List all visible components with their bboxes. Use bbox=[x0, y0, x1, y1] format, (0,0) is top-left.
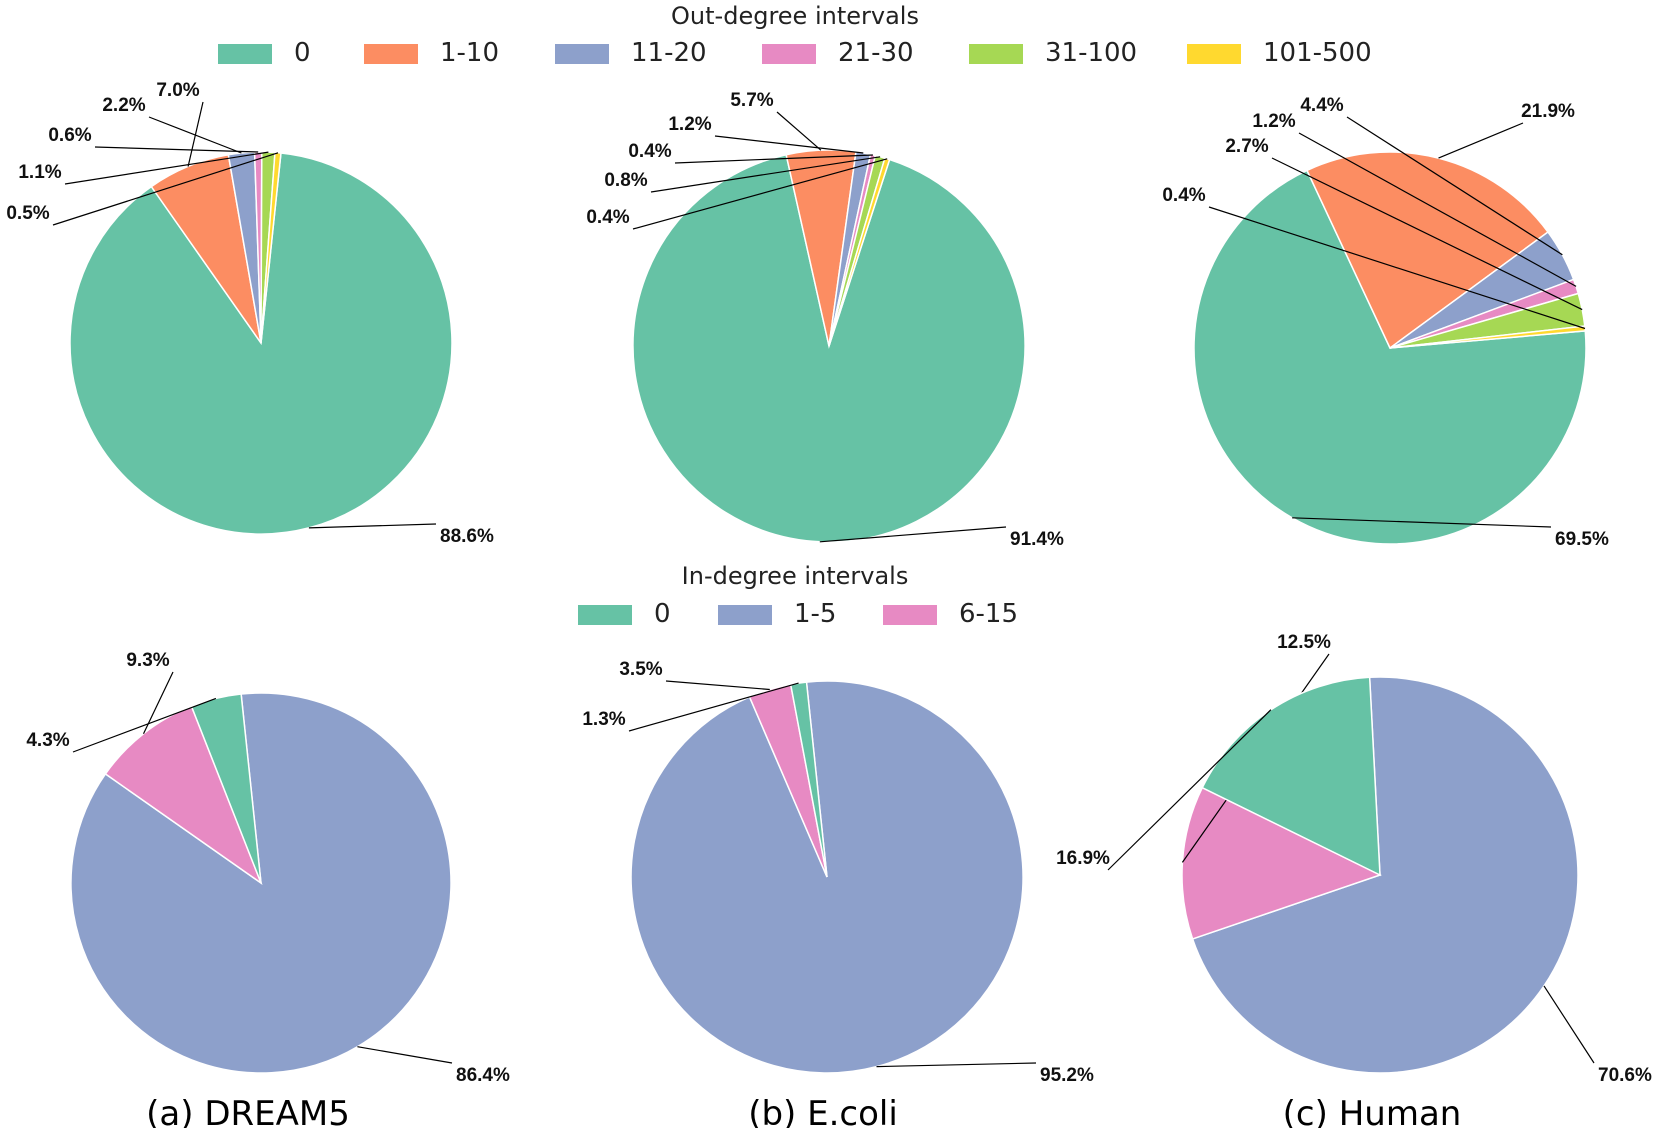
in_degree-label-human-1-5: 70.6% bbox=[1598, 1065, 1652, 1086]
legend-label-1-5: 1-5 bbox=[794, 599, 836, 629]
out_degree-pie-e-coli: 91.4% 5.7% 1.2% 0.4% 0.8% 0.4% bbox=[586, 90, 1064, 550]
out_degree-label-dream5-101-500: 0.5% bbox=[6, 203, 49, 224]
in_degree-leader-e-coli-6-15 bbox=[665, 680, 770, 691]
out_degree-leader-dream5-31-100 bbox=[64, 151, 269, 185]
legend-swatch-21-30 bbox=[762, 44, 816, 64]
in_degree-label-human-0: 16.9% bbox=[1056, 848, 1110, 869]
in_degree-label-e-coli-6-15: 3.5% bbox=[619, 659, 662, 680]
panel-captions: (a) DREAM5 (b) E.coli (c) Human bbox=[146, 1094, 1461, 1128]
out_degree-leader-human-31-100 bbox=[1271, 157, 1583, 311]
out_degree-label-human-11-20: 4.4% bbox=[1300, 95, 1343, 116]
out_degree-label-e-coli-1-10: 5.7% bbox=[730, 90, 773, 111]
out_degree-leader-dream5-11-20 bbox=[148, 116, 242, 154]
legend-label-0: 0 bbox=[654, 599, 671, 629]
out_degree-leader-e-coli-21-30 bbox=[674, 154, 873, 164]
in_degree-leader-dream5-0 bbox=[72, 697, 217, 753]
out_degree-label-dream5-31-100: 1.1% bbox=[18, 162, 61, 183]
in_degree-leader-e-coli-0 bbox=[628, 682, 799, 732]
in_degree-slice-dream5-6-15 bbox=[104, 705, 263, 886]
in_degree-label-dream5-0: 4.3% bbox=[26, 730, 69, 751]
legend-label-101-500: 101-500 bbox=[1263, 38, 1372, 68]
out_degree-slice-human-0 bbox=[1193, 169, 1587, 545]
out_degree-leader-human-11-20 bbox=[1346, 116, 1563, 256]
in_degree-pie-human: 70.6% 12.5% 16.9% bbox=[1056, 632, 1652, 1086]
out_degree-slice-human-101-500 bbox=[1389, 325, 1587, 349]
out_degree-label-e-coli-11-20: 1.2% bbox=[668, 114, 711, 135]
legend-swatch-0 bbox=[218, 44, 272, 64]
out_degree-pie-dream5: 88.6% 7.0% 2.2% 0.6% 1.1% 0.5% bbox=[6, 80, 494, 547]
legend-label-31-100: 31-100 bbox=[1045, 38, 1137, 68]
in_degree-label-e-coli-1-5: 95.2% bbox=[1040, 1065, 1094, 1086]
in_degree-pie-e-coli: 95.2% 3.5% 1.3% bbox=[582, 659, 1094, 1086]
out_degree-leader-e-coli-0 bbox=[819, 526, 1007, 543]
legend-swatch-101-500 bbox=[1187, 44, 1241, 64]
out_degree-slice-dream5-0 bbox=[69, 152, 453, 535]
out_degree-label-e-coli-0: 91.4% bbox=[1010, 529, 1064, 550]
legend-swatch-0 bbox=[578, 605, 632, 625]
in_degree-slice-human-0 bbox=[1201, 676, 1381, 877]
in_degree-label-e-coli-0: 1.3% bbox=[582, 709, 625, 730]
out_degree-leader-e-coli-31-100 bbox=[650, 156, 881, 193]
out_degree-leader-human-21-30 bbox=[1298, 132, 1577, 287]
in_degree-leader-human-1-5 bbox=[1543, 985, 1595, 1064]
legend-swatch-1-5 bbox=[718, 605, 772, 625]
in_degree-label-dream5-6-15: 9.3% bbox=[126, 650, 169, 671]
out_degree-leader-human-0 bbox=[1292, 517, 1552, 528]
out_degree-leader-e-coli-101-500 bbox=[632, 158, 888, 230]
caption-dream5: (a) DREAM5 bbox=[146, 1094, 350, 1128]
out_degree-label-human-1-10: 21.9% bbox=[1521, 101, 1575, 122]
legend-label-21-30: 21-30 bbox=[838, 38, 914, 68]
out_degree-label-human-31-100: 2.7% bbox=[1225, 136, 1268, 157]
in_degree-leader-dream5-1-5 bbox=[357, 1046, 453, 1064]
out_degree-label-human-21-30: 1.2% bbox=[1252, 111, 1295, 132]
out-degree-legend-title: Out-degree intervals bbox=[671, 2, 919, 30]
out_degree-leader-dream5-0 bbox=[308, 523, 437, 529]
out_degree-label-dream5-11-20: 2.2% bbox=[102, 95, 145, 116]
legend-label-11-20: 11-20 bbox=[631, 38, 707, 68]
in_degree-slice-human-1-5 bbox=[1191, 676, 1579, 1074]
out_degree-label-dream5-21-30: 0.6% bbox=[48, 125, 91, 146]
legend-label-6-15: 6-15 bbox=[959, 599, 1018, 629]
out-degree-legend: Out-degree intervals 0 1-10 11-20 21-30 31-1… bbox=[218, 2, 1372, 68]
caption-ecoli: (b) E.coli bbox=[748, 1094, 898, 1128]
pie-charts: 88.6% 7.0% 2.2% 0.6% 1.1% 0.5% 91.4% 5.7% 1.2% 0.… bbox=[6, 80, 1652, 1086]
out_degree-label-human-0: 69.5% bbox=[1555, 529, 1609, 550]
in_degree-label-dream5-1-5: 86.4% bbox=[456, 1065, 510, 1086]
out_degree-label-e-coli-101-500: 0.4% bbox=[586, 207, 629, 228]
legend-swatch-11-20 bbox=[555, 44, 609, 64]
in-degree-legend-title: In-degree intervals bbox=[682, 562, 909, 590]
out_degree-label-human-101-500: 0.4% bbox=[1162, 185, 1205, 206]
out_degree-leader-dream5-21-30 bbox=[94, 146, 259, 153]
out_degree-leader-dream5-1-10 bbox=[187, 101, 204, 167]
out_degree-slice-e-coli-101-500 bbox=[828, 157, 891, 347]
out_degree-label-dream5-1-10: 7.0% bbox=[156, 80, 199, 101]
legend-label-0: 0 bbox=[294, 38, 311, 68]
in_degree-label-human-6-15: 12.5% bbox=[1277, 632, 1331, 653]
out_degree-label-e-coli-21-30: 0.4% bbox=[628, 141, 671, 162]
legend-swatch-1-10 bbox=[364, 44, 418, 64]
out_degree-leader-human-101-500 bbox=[1208, 206, 1586, 330]
out_degree-label-e-coli-31-100: 0.8% bbox=[604, 170, 647, 191]
out_degree-leader-e-coli-1-10 bbox=[776, 111, 822, 151]
legend-swatch-6-15 bbox=[883, 605, 937, 625]
caption-human: (c) Human bbox=[1283, 1094, 1462, 1128]
out_degree-pie-human: 69.5% 21.9% 4.4%1.2% 2.7% 0.4% bbox=[1162, 95, 1609, 550]
in_degree-leader-human-0 bbox=[1107, 709, 1272, 871]
legend-swatch-31-100 bbox=[969, 44, 1023, 64]
out_degree-label-dream5-0: 88.6% bbox=[440, 526, 494, 547]
in_degree-leader-e-coli-1-5 bbox=[876, 1062, 1037, 1068]
out_degree-leader-dream5-101-500 bbox=[52, 152, 279, 226]
in-degree-legend: In-degree intervals 0 1-5 6-15 bbox=[578, 562, 1018, 629]
out_degree-leader-human-1-10 bbox=[1438, 122, 1524, 159]
out_degree-leader-e-coli-11-20 bbox=[714, 135, 864, 154]
legend-label-1-10: 1-10 bbox=[440, 38, 499, 68]
in_degree-pie-dream5: 86.4% 9.3% 4.3% bbox=[26, 650, 510, 1086]
